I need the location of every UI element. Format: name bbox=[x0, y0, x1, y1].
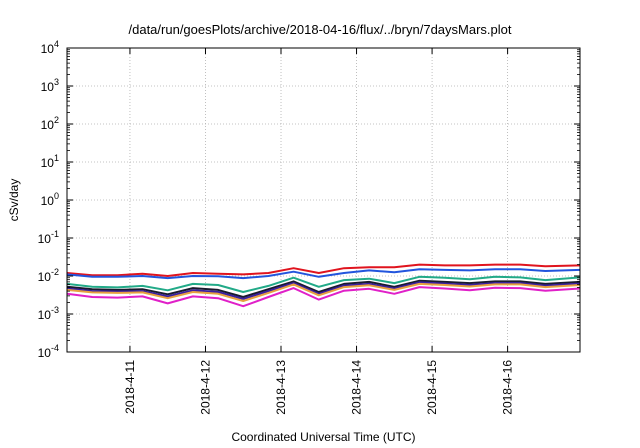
series-line-1 bbox=[66, 263, 581, 277]
x-tick-label: 2018-4-12 bbox=[198, 360, 212, 415]
x-tick-label: 2018-4-11 bbox=[123, 360, 137, 414]
y-axis-label: cSv/day bbox=[7, 179, 21, 222]
series-line-4 bbox=[66, 279, 581, 298]
plot-frame bbox=[66, 47, 581, 353]
y-tick-exponent: -2 bbox=[51, 267, 59, 277]
y-tick-exponent: -3 bbox=[51, 305, 59, 315]
x-tick-label: 2018-4-13 bbox=[274, 360, 288, 415]
y-tick-label: 102 bbox=[41, 115, 59, 132]
series-line-5 bbox=[66, 281, 581, 300]
y-tick-label: 10-1 bbox=[38, 229, 59, 246]
series-line-6 bbox=[66, 282, 581, 302]
y-tick-exponent: 4 bbox=[54, 39, 59, 49]
series-line-7 bbox=[66, 286, 581, 308]
x-tick-label: 2018-4-15 bbox=[425, 360, 439, 415]
chart-title: /data/run/goesPlots/archive/2018-04-16/f… bbox=[128, 22, 512, 37]
y-tick-label: 101 bbox=[41, 153, 59, 170]
series-line-3 bbox=[66, 275, 581, 293]
grid bbox=[67, 48, 580, 352]
y-tick-label: 103 bbox=[41, 77, 59, 94]
x-axis-ticks: 2018-4-11 2018-4-12 2018-4-13 2018-4-14 2018… bbox=[123, 48, 515, 415]
y-tick-exponent: 2 bbox=[54, 115, 59, 125]
y-tick-label: 104 bbox=[41, 39, 59, 56]
x-tick-label: 2018-4-16 bbox=[501, 360, 515, 415]
y-tick-exponent: -4 bbox=[51, 343, 59, 353]
series-lines bbox=[66, 263, 581, 308]
x-tick-label: 2018-4-14 bbox=[350, 360, 364, 415]
y-tick-exponent: 0 bbox=[54, 191, 59, 201]
x-axis-label: Coordinated Universal Time (UTC) bbox=[231, 430, 415, 444]
y-tick-exponent: 1 bbox=[54, 153, 59, 163]
y-tick-label: 10-4 bbox=[38, 343, 59, 360]
y-tick-exponent: -1 bbox=[51, 229, 59, 239]
y-tick-exponent: 3 bbox=[54, 77, 59, 87]
y-tick-label: 100 bbox=[41, 191, 59, 208]
series-line-2 bbox=[66, 268, 581, 280]
y-tick-label: 10-3 bbox=[38, 305, 59, 322]
y-tick-label: 10-2 bbox=[38, 267, 59, 284]
